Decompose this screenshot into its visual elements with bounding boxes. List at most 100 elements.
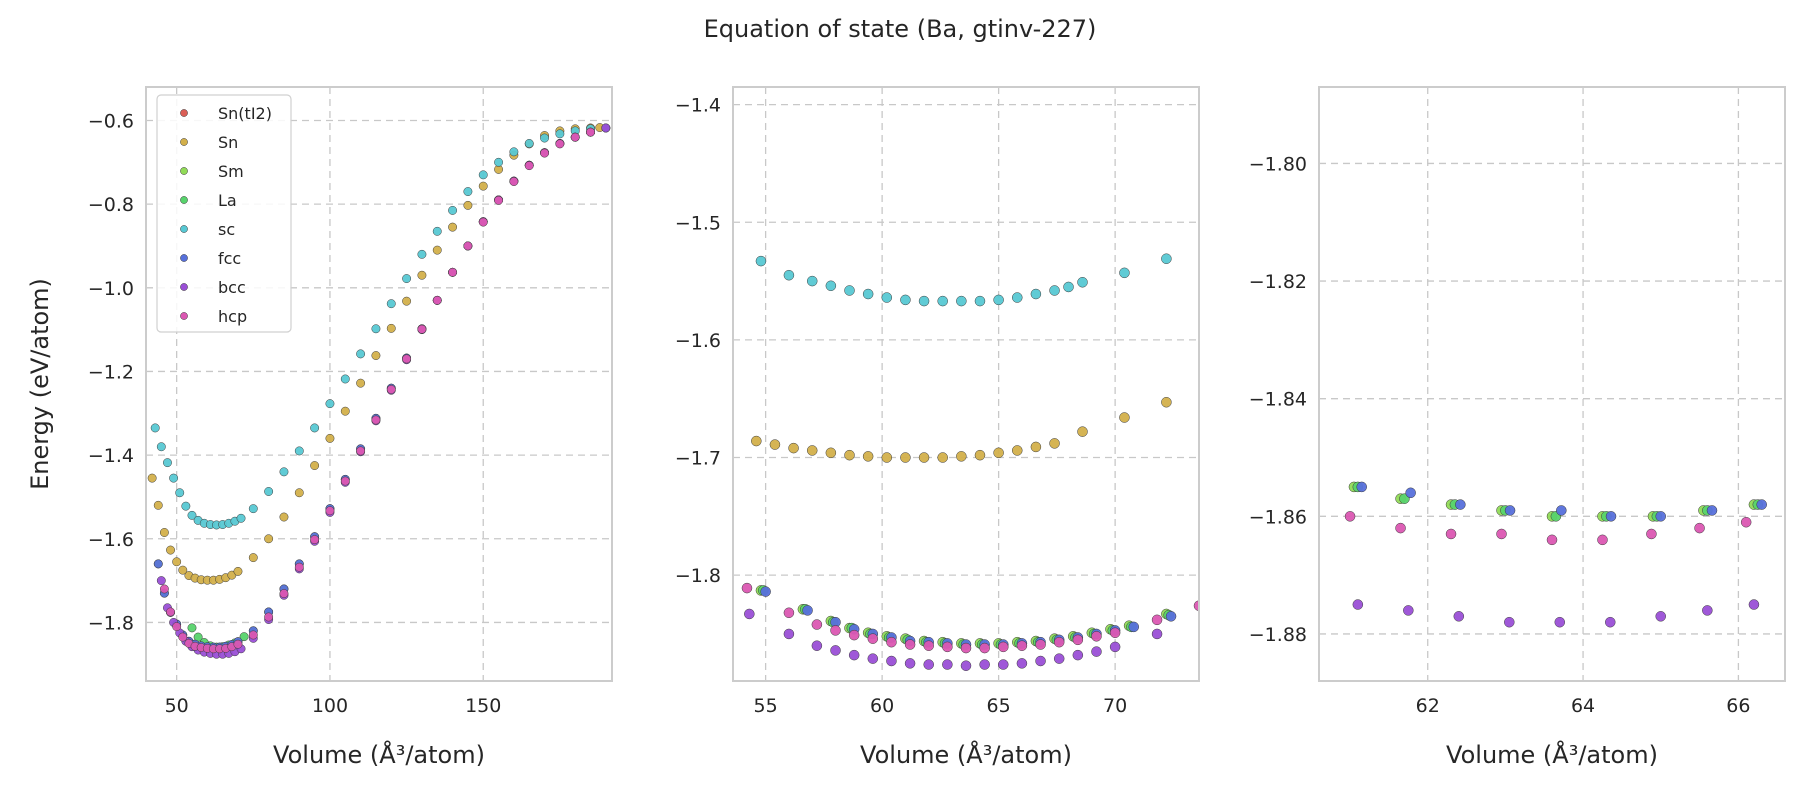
x-tick-label: 65 [987, 695, 1011, 717]
data-point [463, 200, 473, 210]
data-point [340, 476, 350, 486]
panel-2-frame [732, 86, 1200, 682]
data-point [279, 467, 289, 477]
data-point [1063, 281, 1074, 293]
legend-label: sc [218, 220, 235, 239]
data-point [264, 534, 274, 544]
data-point [1702, 605, 1713, 616]
data-point [830, 645, 841, 656]
data-point [187, 510, 197, 520]
data-point [1035, 639, 1046, 650]
panel-1-points [147, 123, 611, 659]
data-point [993, 294, 1004, 306]
data-point [163, 458, 172, 468]
legend-label: fcc [218, 249, 241, 268]
panel-2-points [741, 253, 1199, 671]
data-point [1756, 499, 1767, 510]
y-tick-label: −1.8 [675, 565, 721, 587]
data-point [166, 545, 175, 555]
data-point [147, 473, 157, 483]
data-point [417, 249, 427, 259]
y-tick-label: −0.8 [88, 194, 134, 216]
x-tick-label: 55 [754, 695, 778, 717]
panel-3-points [1344, 481, 1767, 628]
data-point [744, 608, 755, 620]
data-point [1403, 605, 1414, 616]
data-point [1053, 653, 1065, 664]
legend-marker [180, 138, 188, 146]
data-point [811, 640, 823, 651]
data-point [1053, 636, 1065, 648]
data-point [918, 452, 930, 463]
data-point [886, 655, 897, 667]
data-point [478, 217, 488, 227]
data-point [825, 280, 837, 292]
data-point [755, 255, 767, 267]
data-point [310, 535, 320, 545]
data-point [881, 292, 893, 303]
panel-3-x-axis-label: Volume (Å³/atom) [1446, 740, 1658, 769]
series-sn [751, 396, 1172, 463]
data-point [356, 446, 366, 456]
legend-marker [180, 254, 188, 262]
data-point [1035, 655, 1046, 667]
data-point [1072, 634, 1084, 646]
data-point [998, 659, 1009, 670]
data-point [751, 435, 762, 447]
panel-1: 50 100 150 −1.8 −1.6 −1.4 −1.2 −1.0 −0.8 −0.6 Volu… [26, 86, 613, 769]
data-point [1119, 412, 1130, 423]
legend-label: Sn(tI2) [218, 104, 272, 123]
data-point [432, 245, 442, 255]
data-point [1193, 600, 1199, 611]
data-point [601, 123, 611, 133]
data-point [760, 586, 771, 597]
data-point [998, 641, 1009, 653]
x-tick-label: 60 [870, 695, 894, 717]
data-point [1395, 522, 1406, 534]
panel-3-frame [1318, 86, 1786, 682]
data-point [156, 576, 166, 586]
chart-panels: 50 100 150 −1.8 −1.6 −1.4 −1.2 −1.0 −0.8 −0.6 Volu… [26, 86, 1786, 769]
data-point [1109, 641, 1121, 653]
legend-marker [180, 109, 188, 117]
legend-label: La [218, 191, 237, 210]
data-point [248, 630, 258, 640]
data-point [900, 452, 911, 463]
data-point [1119, 267, 1130, 279]
data-point [1049, 285, 1060, 296]
data-point [1706, 505, 1718, 516]
data-point [540, 148, 550, 158]
data-point [956, 451, 967, 462]
panel-1-frame [145, 86, 613, 682]
data-point [325, 399, 335, 409]
data-point [1016, 658, 1028, 669]
data-point [783, 607, 795, 619]
data-point [867, 633, 879, 644]
figure-title: Equation of state (Ba, gtinv-227) [704, 15, 1097, 43]
data-point [886, 636, 897, 648]
legend-marker [180, 196, 188, 204]
data-point [169, 473, 179, 483]
series-hcp [159, 127, 595, 654]
data-point [239, 632, 249, 642]
data-point [1091, 631, 1102, 642]
data-point [1012, 445, 1023, 456]
data-point [386, 384, 396, 394]
y-tick-label: −1.6 [88, 529, 134, 551]
data-point [960, 660, 972, 671]
legend-label: Sn [218, 133, 238, 152]
data-point [867, 653, 879, 664]
data-point [1504, 616, 1515, 628]
data-point [181, 501, 191, 511]
data-point [979, 659, 990, 670]
data-point [509, 177, 519, 186]
x-tick-label: 70 [1103, 695, 1127, 717]
data-point [1012, 292, 1023, 303]
y-tick-label: −1.88 [1249, 624, 1307, 646]
series-sc [150, 124, 595, 530]
data-point [463, 187, 473, 197]
data-point [233, 566, 243, 576]
data-point [1605, 511, 1617, 522]
data-point [979, 642, 990, 654]
data-point [248, 504, 258, 514]
